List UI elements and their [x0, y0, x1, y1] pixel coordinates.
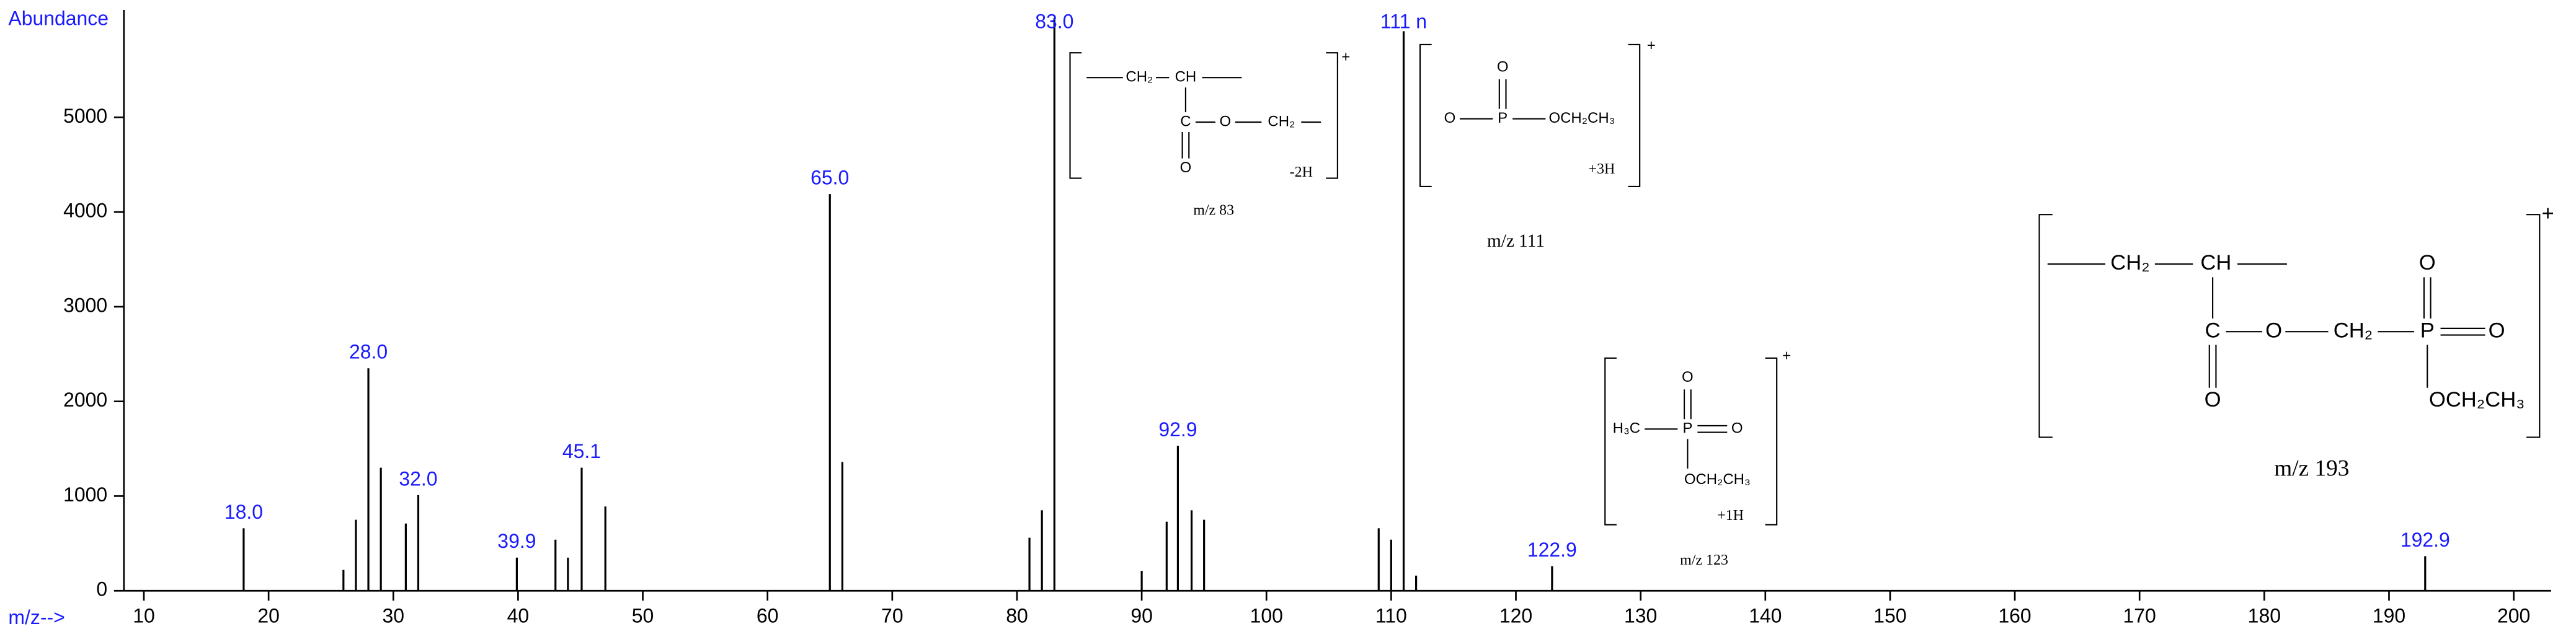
- note: +3H: [1589, 161, 1615, 177]
- caption: m/z 111: [1487, 231, 1545, 251]
- x-tick-label: 50: [632, 604, 654, 627]
- peak-label: 192.9: [2401, 529, 2450, 551]
- charge: +: [1647, 37, 1656, 54]
- atom: OCH₂CH₃: [1684, 471, 1751, 488]
- peak-label: 39.9: [497, 530, 536, 552]
- peak-label: 65.0: [811, 167, 849, 189]
- atom: O: [2419, 251, 2436, 275]
- x-tick-label: 100: [1250, 604, 1283, 627]
- atom: P: [1682, 420, 1692, 437]
- charge: +: [1782, 347, 1791, 364]
- x-tick-label: 60: [757, 604, 779, 627]
- x-tick-label: 80: [1006, 604, 1028, 627]
- structure-193: CH₂ CH C O O CH₂ P O O OCH₂CH₃ + m/z 193: [2038, 201, 2554, 481]
- peak-label: 45.1: [562, 440, 601, 462]
- atom: OCH₂CH₃: [2429, 388, 2525, 412]
- atom: CH₂: [1268, 113, 1295, 130]
- y-tick-label: 0: [96, 578, 107, 601]
- atom: CH: [1175, 68, 1197, 85]
- x-tick-label: 70: [881, 604, 904, 627]
- atom: O: [2489, 319, 2505, 342]
- y-tick-label: 1000: [63, 483, 107, 506]
- x-tick-label: 120: [1499, 604, 1532, 627]
- caption: m/z 123: [1680, 552, 1728, 568]
- charge: +: [1341, 49, 1350, 66]
- y-tick-label: 3000: [63, 294, 107, 316]
- x-axis-label: m/z-->: [8, 606, 64, 628]
- x-tick-label: 90: [1130, 604, 1153, 627]
- atom: CH₂: [1126, 68, 1153, 85]
- x-tick-label: 140: [1749, 604, 1782, 627]
- atom: O: [2205, 388, 2221, 412]
- caption: m/z 83: [1193, 202, 1234, 218]
- peak-label: 32.0: [399, 467, 437, 490]
- x-tick-label: 40: [507, 604, 530, 627]
- note: -2H: [1290, 164, 1313, 180]
- peak-label: 122.9: [1527, 539, 1577, 561]
- x-tick-label: 200: [2497, 604, 2530, 627]
- atom: O: [1497, 58, 1509, 75]
- atom: C: [2205, 319, 2221, 342]
- note: +1H: [1717, 508, 1744, 524]
- x-tick-label: 150: [1873, 604, 1906, 627]
- atom: O: [2265, 319, 2282, 342]
- y-tick-label: 5000: [63, 105, 107, 127]
- peak-label: 83.0: [1035, 11, 1073, 33]
- atom: O: [1682, 369, 1694, 385]
- y-axis-label: Abundance: [8, 7, 109, 29]
- x-tick-label: 30: [383, 604, 405, 627]
- atom: O: [1731, 420, 1743, 437]
- x-tick-label: 10: [133, 604, 155, 627]
- x-tick-label: 130: [1624, 604, 1657, 627]
- peak-label: 111 n: [1380, 11, 1427, 33]
- atom: P: [1498, 110, 1508, 126]
- x-tick-label: 170: [2123, 604, 2156, 627]
- structure-111: O P O OCH₂CH₃ + +3H m/z 111: [1419, 37, 1656, 251]
- x-tick-label: 180: [2248, 604, 2281, 627]
- atom: H₃C: [1613, 420, 1640, 437]
- atom: C: [1180, 113, 1191, 130]
- caption: m/z 193: [2274, 456, 2349, 481]
- y-tick-label: 2000: [63, 389, 107, 411]
- y-tick-label: 4000: [63, 200, 107, 222]
- structure-123: H₃C P O O OCH₂CH₃ + +1H m/z 123: [1604, 347, 1791, 568]
- peak-label: 28.0: [349, 341, 388, 363]
- atom: O: [1444, 110, 1456, 126]
- x-tick-label: 110: [1375, 604, 1407, 627]
- atom: OCH₂CH₃: [1549, 110, 1615, 126]
- charge: +: [2542, 201, 2554, 225]
- x-tick-label: 20: [257, 604, 280, 627]
- structure-83: CH₂ CH C O CH₂ O + -2H m/z 83: [1069, 49, 1350, 218]
- atom: CH₂: [2110, 251, 2149, 275]
- peak-label: 18.0: [224, 501, 263, 523]
- peak-label: 92.9: [1158, 418, 1197, 441]
- atom: CH₂: [2334, 319, 2373, 342]
- x-tick-label: 160: [1998, 604, 2031, 627]
- x-tick-label: 190: [2373, 604, 2405, 627]
- atom: P: [2420, 319, 2435, 342]
- atom: O: [1180, 159, 1192, 176]
- atom: O: [1219, 113, 1231, 130]
- atom: CH: [2200, 251, 2231, 275]
